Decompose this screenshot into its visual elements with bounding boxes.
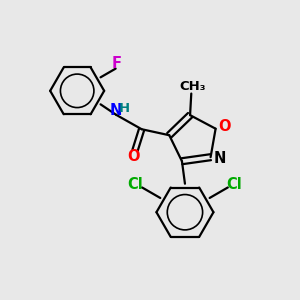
Text: N: N: [110, 103, 122, 118]
Text: O: O: [218, 119, 231, 134]
Text: H: H: [119, 102, 130, 115]
Text: Cl: Cl: [128, 177, 143, 192]
Text: CH₃: CH₃: [179, 80, 206, 93]
Text: N: N: [214, 151, 226, 166]
Text: F: F: [111, 56, 121, 71]
Text: Cl: Cl: [226, 177, 242, 192]
Text: O: O: [127, 149, 140, 164]
